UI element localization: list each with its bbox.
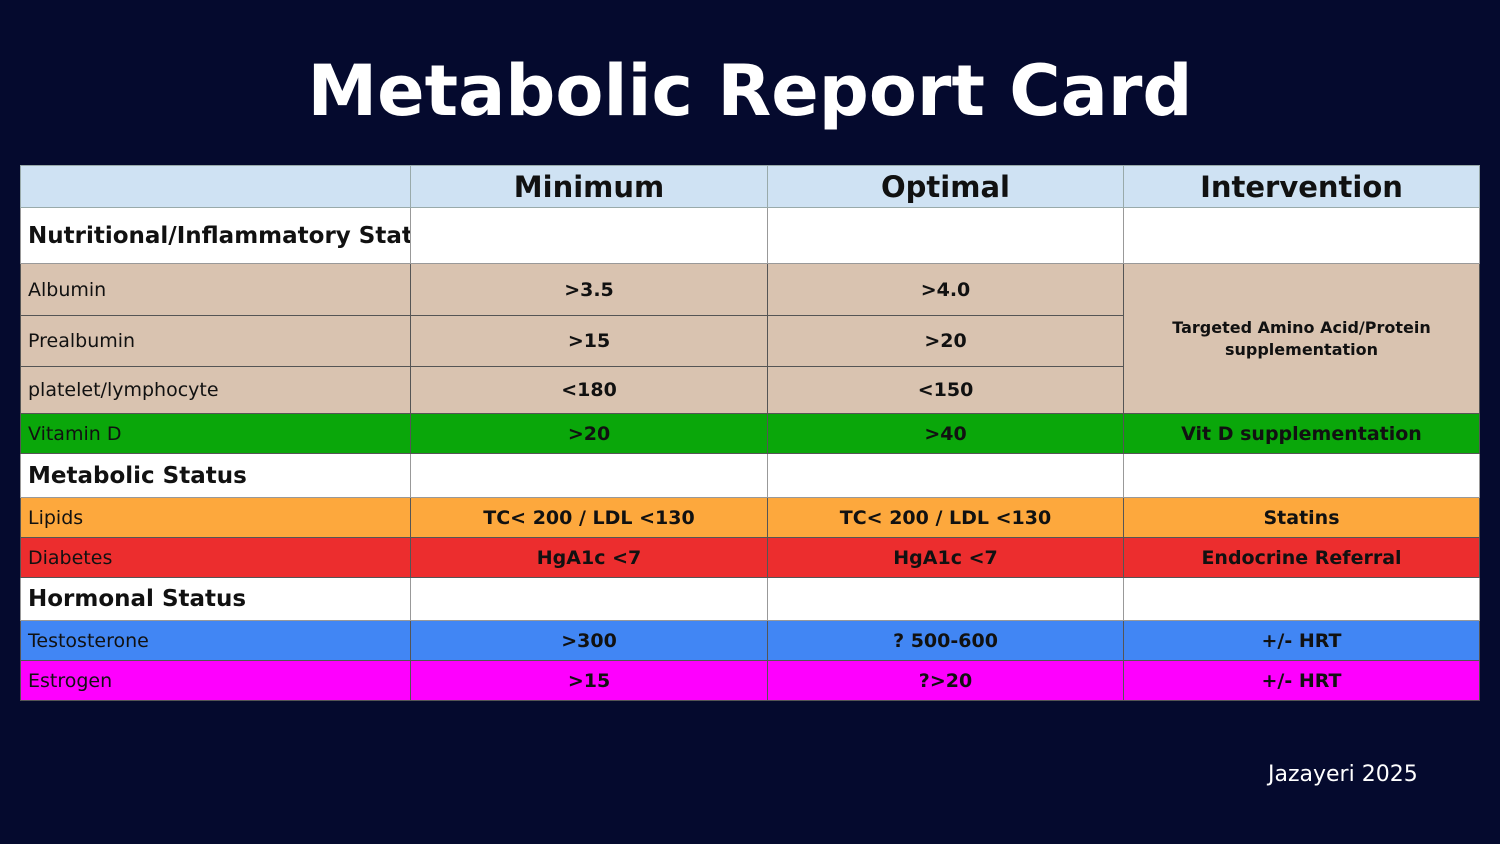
min-value: <180 bbox=[410, 366, 768, 414]
section-row: Hormonal Status bbox=[20, 577, 1480, 621]
row-name: Albumin bbox=[20, 263, 411, 316]
page-title: Metabolic Report Card bbox=[307, 50, 1193, 132]
min-value: >20 bbox=[410, 413, 768, 454]
table-row-estrogen: Estrogen >15 ?>20 +/- HRT bbox=[20, 660, 1480, 701]
row-name: Estrogen bbox=[20, 660, 411, 701]
intervention-value: Statins bbox=[1123, 497, 1480, 538]
section-row: Nutritional/Inflammatory Status bbox=[20, 207, 1480, 264]
table-row-diabetes: Diabetes HgA1c <7 HgA1c <7 Endocrine Ref… bbox=[20, 537, 1480, 578]
report-table: Minimum Optimal Intervention Nutritional… bbox=[20, 165, 1480, 701]
intervention-value: Vit D supplementation bbox=[1123, 413, 1480, 454]
intervention-value: Endocrine Referral bbox=[1123, 537, 1480, 578]
row-name: Lipids bbox=[20, 497, 411, 538]
row-name: Testosterone bbox=[20, 620, 411, 661]
opt-value: >4.0 bbox=[767, 263, 1124, 316]
row-name: Diabetes bbox=[20, 537, 411, 578]
row-name: Prealbumin bbox=[20, 315, 411, 367]
header-minimum: Minimum bbox=[410, 165, 768, 208]
min-value: HgA1c <7 bbox=[410, 537, 768, 578]
opt-value: <150 bbox=[767, 366, 1124, 414]
table-row-vitd: Vitamin D >20 >40 Vit D supplementation bbox=[20, 413, 1480, 454]
opt-value: ?>20 bbox=[767, 660, 1124, 701]
intervention-value: Targeted Amino Acid/Protein supplementat… bbox=[1123, 263, 1480, 414]
row-name: platelet/lymphocyte bbox=[20, 366, 411, 414]
row-name: Vitamin D bbox=[20, 413, 411, 454]
footer-credit: Jazayeri 2025 bbox=[1268, 762, 1418, 787]
intervention-value: +/- HRT bbox=[1123, 660, 1480, 701]
section-label: Hormonal Status bbox=[20, 577, 411, 621]
intervention-value: +/- HRT bbox=[1123, 620, 1480, 661]
opt-value: >20 bbox=[767, 315, 1124, 367]
min-value: >3.5 bbox=[410, 263, 768, 316]
min-value: >15 bbox=[410, 660, 768, 701]
section-label: Metabolic Status bbox=[20, 453, 411, 498]
opt-value: >40 bbox=[767, 413, 1124, 454]
table-row-testosterone: Testosterone >300 ? 500-600 +/- HRT bbox=[20, 620, 1480, 661]
min-value: >300 bbox=[410, 620, 768, 661]
header-intervention: Intervention bbox=[1123, 165, 1480, 208]
header-row: Minimum Optimal Intervention bbox=[20, 165, 1480, 208]
opt-value: TC< 200 / LDL <130 bbox=[767, 497, 1124, 538]
table-row-albumin: Albumin >3.5 >4.0 Targeted Amino Acid/Pr… bbox=[20, 263, 1480, 414]
table-row-lipids: Lipids TC< 200 / LDL <130 TC< 200 / LDL … bbox=[20, 497, 1480, 538]
section-label: Nutritional/Inflammatory Status bbox=[20, 207, 411, 264]
min-value: TC< 200 / LDL <130 bbox=[410, 497, 768, 538]
header-optimal: Optimal bbox=[767, 165, 1124, 208]
header-cell-empty bbox=[20, 165, 411, 208]
section-row: Metabolic Status bbox=[20, 453, 1480, 498]
min-value: >15 bbox=[410, 315, 768, 367]
opt-value: HgA1c <7 bbox=[767, 537, 1124, 578]
opt-value: ? 500-600 bbox=[767, 620, 1124, 661]
